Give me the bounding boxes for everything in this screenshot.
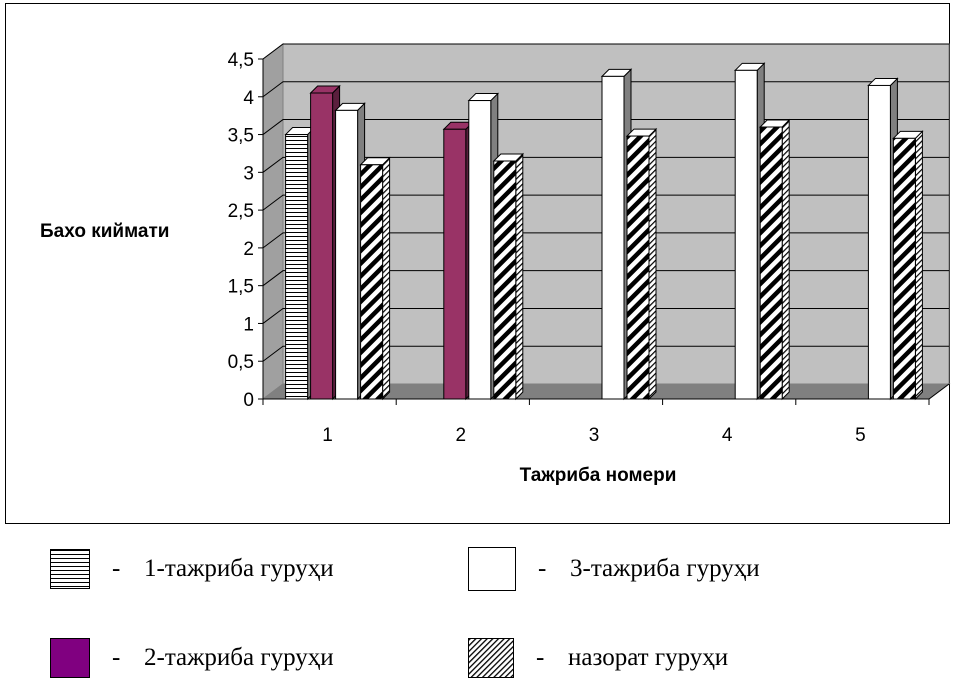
gridline (262, 307, 949, 324)
bar (359, 156, 391, 401)
bar-side (382, 156, 391, 401)
bar (492, 152, 525, 401)
y-tick-label: 1 (243, 314, 254, 335)
legend-item-group-2: - 2-тажриба гуруҳи (50, 636, 334, 680)
bar-front (493, 160, 517, 400)
bar-front (335, 109, 359, 400)
bar-side (781, 118, 790, 401)
legend-swatch-diagonal (468, 638, 514, 678)
legend-swatch-horizontal-lines (50, 549, 90, 589)
bar (892, 130, 924, 401)
bar-front (892, 137, 916, 400)
y-tick-label: 2 (243, 239, 254, 260)
bar-front (867, 84, 891, 400)
legend-dash: - (538, 555, 547, 582)
chart-frame: 0 0,5 1 1,5 2 2,5 3 3,5 4 4,5 1 2 3 4 5 Бахо киймати Таж… (5, 3, 951, 524)
legend-swatch-purple (50, 638, 90, 678)
x-tick-label: 4 (722, 425, 733, 446)
bar-front (468, 100, 492, 400)
legend-dash: - (536, 644, 545, 671)
x-tick-label: 1 (322, 425, 333, 446)
bar-front (601, 75, 625, 400)
legend-item-control: - назорат гуруҳи (468, 636, 728, 680)
bar-front (734, 69, 758, 400)
legend-dash: - (112, 644, 121, 671)
bar-front (443, 128, 467, 400)
legend-label: 2-тажриба гуруҳи (144, 644, 334, 671)
y-tick-label: 2,5 (228, 201, 254, 222)
y-tick-label: 0,5 (228, 352, 254, 373)
legend-label: 1-тажриба гуруҳи (144, 555, 334, 582)
gridline (262, 156, 949, 173)
x-tick-label: 3 (589, 425, 600, 446)
bar-front (626, 135, 650, 400)
gridline (262, 232, 949, 249)
bar-side (914, 130, 923, 401)
y-tick-label: 0 (243, 390, 254, 411)
y-tick-label: 4,5 (228, 50, 254, 71)
legend-item-group-3: - 3-тажриба гуруҳи (468, 547, 760, 591)
x-tick-label: 5 (855, 425, 866, 446)
legend-label: 3-тажриба гуруҳи (570, 555, 760, 582)
legend-swatch-white (468, 547, 516, 591)
y-tick-label: 3 (243, 163, 254, 184)
legend-item-group-1: - 1-тажриба гуруҳи (50, 547, 334, 591)
gridline (262, 270, 949, 287)
gridline (262, 43, 949, 60)
gridline (262, 194, 949, 211)
y-axis-title: Бахо киймати (40, 221, 169, 242)
bar (758, 118, 791, 401)
legend-dash: - (112, 555, 121, 582)
x-axis-title: Тажриба номери (520, 465, 677, 486)
x-axis-corner (928, 383, 950, 400)
gridline (262, 345, 949, 362)
bar-front (310, 92, 334, 400)
legend-label: назорат гуруҳи (568, 644, 729, 671)
bar-front (285, 134, 309, 400)
bar-chart: 0 0,5 1 1,5 2 2,5 3 3,5 4 4,5 1 2 3 4 5 Бахо киймати Таж… (40, 43, 951, 486)
x-tick-label: 2 (456, 425, 467, 446)
gridline (262, 119, 949, 135)
y-tick-label: 1,5 (228, 277, 254, 298)
plot-side-wall (262, 43, 284, 400)
bar-front (360, 164, 384, 400)
bar (625, 127, 658, 401)
gridline (262, 81, 949, 98)
y-tick-label: 4 (243, 88, 254, 109)
bar-side (648, 127, 657, 401)
bar-front (759, 126, 783, 400)
bar-side (515, 152, 524, 401)
y-tick-label: 3,5 (228, 126, 254, 147)
